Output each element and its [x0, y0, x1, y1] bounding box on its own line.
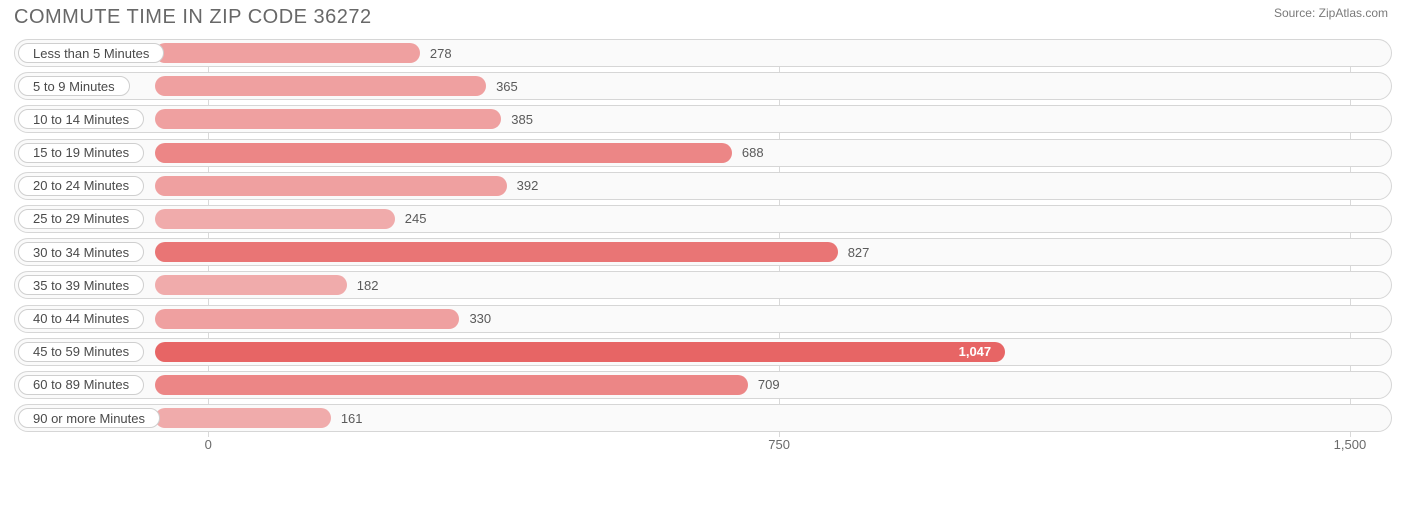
value-label: 182 — [347, 275, 379, 295]
category-pill: 90 or more Minutes — [18, 408, 160, 428]
bar-fill — [155, 309, 459, 329]
axis-tick: 1,500 — [1334, 437, 1367, 452]
chart-row: 5 to 9 Minutes 365 — [14, 72, 1392, 100]
row-inner: 35 to 39 Minutes 182 — [18, 275, 1388, 295]
category-pill: 60 to 89 Minutes — [18, 375, 144, 395]
chart-header: COMMUTE TIME IN ZIP CODE 36272 Source: Z… — [0, 0, 1406, 31]
bar-fill — [155, 109, 501, 129]
chart-row: 45 to 59 Minutes 1,047 — [14, 338, 1392, 366]
bar-fill — [155, 275, 347, 295]
bar-fill — [155, 209, 395, 229]
bar-fill — [155, 375, 748, 395]
chart-title: COMMUTE TIME IN ZIP CODE 36272 — [14, 6, 372, 29]
value-label: 709 — [748, 375, 780, 395]
category-pill: 20 to 24 Minutes — [18, 176, 144, 196]
value-label: 392 — [507, 176, 539, 196]
row-inner: 5 to 9 Minutes 365 — [18, 76, 1388, 96]
row-inner: 25 to 29 Minutes 245 — [18, 209, 1388, 229]
bar-fill — [155, 408, 331, 428]
axis-tick: 0 — [205, 437, 212, 452]
category-pill: Less than 5 Minutes — [18, 43, 164, 63]
chart-row: 20 to 24 Minutes 392 — [14, 172, 1392, 200]
value-label: 1,047 — [155, 342, 1005, 362]
row-inner: 10 to 14 Minutes 385 — [18, 109, 1388, 129]
chart-source: Source: ZipAtlas.com — [1274, 6, 1388, 20]
chart-row: 10 to 14 Minutes 385 — [14, 105, 1392, 133]
category-pill: 5 to 9 Minutes — [18, 76, 130, 96]
row-inner: 60 to 89 Minutes 709 — [18, 375, 1388, 395]
chart-row: 40 to 44 Minutes 330 — [14, 305, 1392, 333]
category-pill: 35 to 39 Minutes — [18, 275, 144, 295]
row-inner: 40 to 44 Minutes 330 — [18, 309, 1388, 329]
row-inner: Less than 5 Minutes 278 — [18, 43, 1388, 63]
value-label: 385 — [501, 109, 533, 129]
value-label: 827 — [838, 242, 870, 262]
chart-row: 35 to 39 Minutes 182 — [14, 271, 1392, 299]
value-label: 245 — [395, 209, 427, 229]
value-label: 161 — [331, 408, 363, 428]
chart-row: Less than 5 Minutes 278 — [14, 39, 1392, 67]
bar-fill — [155, 176, 507, 196]
x-axis: 0 750 1,500 — [14, 437, 1392, 459]
chart-row: 15 to 19 Minutes 688 — [14, 139, 1392, 167]
row-inner: 30 to 34 Minutes 827 — [18, 242, 1388, 262]
value-label: 330 — [459, 309, 491, 329]
category-pill: 25 to 29 Minutes — [18, 209, 144, 229]
bar-fill — [155, 76, 486, 96]
chart-row: 60 to 89 Minutes 709 — [14, 371, 1392, 399]
row-inner: 15 to 19 Minutes 688 — [18, 143, 1388, 163]
category-pill: 15 to 19 Minutes — [18, 143, 144, 163]
chart-row: 25 to 29 Minutes 245 — [14, 205, 1392, 233]
value-label: 688 — [732, 143, 764, 163]
bar-fill — [155, 143, 732, 163]
value-label: 278 — [420, 43, 452, 63]
category-pill: 40 to 44 Minutes — [18, 309, 144, 329]
row-inner: 45 to 59 Minutes 1,047 — [18, 342, 1388, 362]
value-label: 365 — [486, 76, 518, 96]
chart-area: Less than 5 Minutes 278 5 to 9 Minutes 365 1… — [14, 39, 1392, 487]
category-pill: 45 to 59 Minutes — [18, 342, 144, 362]
axis-tick: 750 — [768, 437, 790, 452]
chart-row: 30 to 34 Minutes 827 — [14, 238, 1392, 266]
category-pill: 10 to 14 Minutes — [18, 109, 144, 129]
chart-rows: Less than 5 Minutes 278 5 to 9 Minutes 365 1… — [14, 39, 1392, 432]
category-pill: 30 to 34 Minutes — [18, 242, 144, 262]
row-inner: 20 to 24 Minutes 392 — [18, 176, 1388, 196]
row-inner: 90 or more Minutes 161 — [18, 408, 1388, 428]
bar-fill — [155, 43, 420, 63]
chart-row: 90 or more Minutes 161 — [14, 404, 1392, 432]
bar-fill — [155, 242, 838, 262]
